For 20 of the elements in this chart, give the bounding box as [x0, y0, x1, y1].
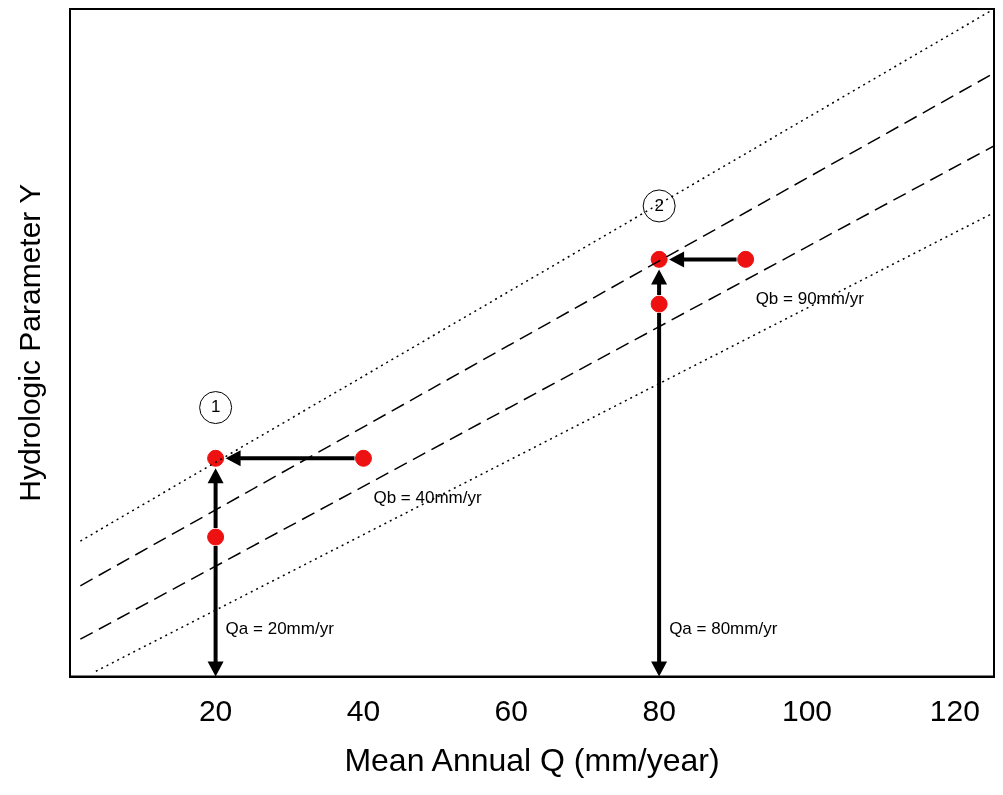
point — [650, 295, 668, 313]
point — [650, 250, 668, 268]
x-tick-label: 60 — [494, 693, 528, 727]
x-tick-label: 40 — [346, 693, 381, 727]
annotation: 1 — [210, 397, 221, 417]
point — [737, 250, 755, 268]
point — [354, 449, 372, 467]
x-tick-label: 120 — [929, 693, 980, 727]
x-tick-label: 20 — [198, 693, 233, 727]
annotation: Qb = 40mm/yr — [373, 487, 482, 507]
y-axis-title: Hydrologic Parameter Y — [13, 183, 47, 502]
point — [207, 449, 225, 467]
annotation: Qa = 80mm/yr — [669, 619, 778, 639]
x-tick-label: 80 — [642, 693, 676, 727]
annotation: Qb = 90mm/yr — [755, 289, 865, 309]
annotation: Qa = 20mm/yr — [225, 619, 335, 639]
x-axis-title: Mean Annual Q (mm/year) — [344, 741, 720, 778]
annotation: 2 — [654, 195, 664, 215]
point — [207, 528, 225, 546]
x-tick-label: 100 — [781, 693, 833, 727]
